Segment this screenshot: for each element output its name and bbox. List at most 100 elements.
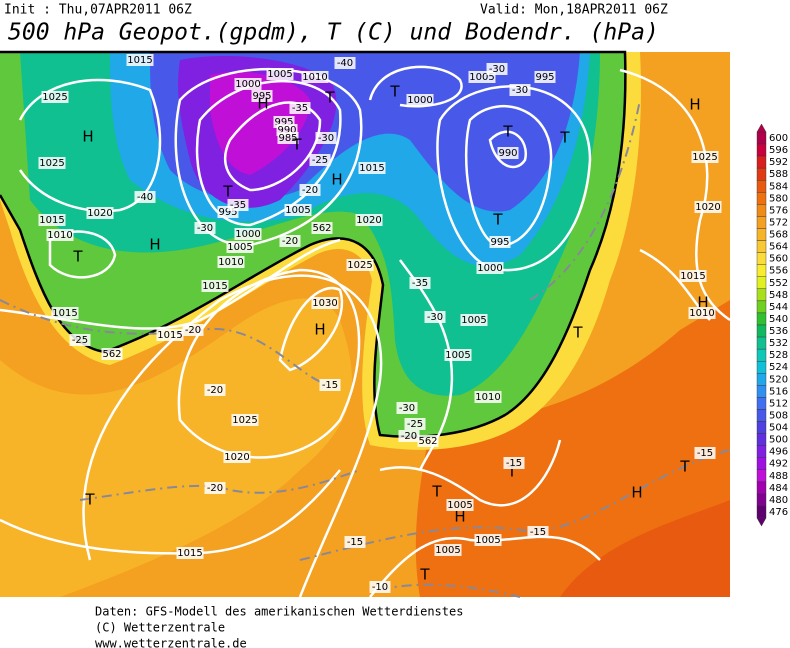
colorbar-swatch [756,216,767,229]
pressure-center: T [84,491,95,509]
label-box [309,154,331,166]
pressure-center: T [389,83,400,101]
colorbar-swatch [756,373,767,386]
pressure-center: T [222,183,233,201]
contour-label: 1000 [477,263,502,274]
contour-label: 1025 [347,260,372,271]
contour-label: 1015 [177,548,202,559]
label-box [277,132,299,144]
label-box [396,402,418,414]
contour-label: 562 [102,349,121,360]
colorbar-swatch [756,385,767,398]
label-box [156,329,184,341]
contour-label: 1000 [235,229,260,240]
label-box [223,451,251,463]
label-box [424,311,446,323]
contour-label: 1000 [235,79,260,90]
label-box [176,547,204,559]
contour-label: 1025 [692,152,717,163]
contour-label: 990 [277,125,296,136]
colorbar-label: 520 [769,374,788,385]
contour-label: -20 [302,185,318,196]
colorbar-swatch [756,397,767,410]
label-box [417,435,439,447]
contour-label: 1005 [227,242,252,253]
colorbar-label: 588 [769,169,788,180]
pressure-center: T [679,458,690,476]
contour-label: -35 [412,278,428,289]
pressure-center: H [454,508,465,526]
colorbar-swatch [756,288,767,302]
colorbar-swatch [756,493,767,507]
isobar [177,268,361,459]
colorbar-swatch [756,324,767,338]
contour-label: -30 [318,133,334,144]
contour-label: -10 [372,582,388,593]
label-box [688,307,716,319]
warm-area [0,298,352,597]
label-box [476,262,504,274]
label-box [38,157,66,169]
colorbar-label: 556 [769,266,788,277]
contour-label: 1005 [447,500,472,511]
colorbar-label: 572 [769,217,788,228]
contour-label: -25 [312,155,328,166]
contour-label: -35 [230,200,246,211]
colorbar-label: 484 [769,483,788,494]
label-box [446,499,474,511]
colorbar-label: 524 [769,362,788,373]
footer-text: (C) Wetterzentrale [95,621,225,635]
contour-label: 985 [278,133,297,144]
contour-label: 1020 [695,202,720,213]
colorbar-label: 516 [769,386,788,397]
contour-label: 1025 [42,92,67,103]
label-box [101,348,123,360]
colorbar-swatch [756,409,767,422]
pressure-center: T [492,211,503,229]
colorbar-swatch [756,276,767,290]
pressure-center: H [82,128,93,146]
colorbar-swatch [756,505,767,519]
contour-label: 1020 [87,208,112,219]
colorbar-label: 504 [769,423,788,434]
label-box [41,91,69,103]
colorbar-label: 576 [769,205,788,216]
label-box [474,534,502,546]
colorbar-swatch [756,143,767,157]
pressure-center: T [431,483,442,501]
contour-label: -35 [292,103,308,114]
contour-label: -15 [347,537,363,548]
label-box [398,430,420,442]
colorbar-label: 584 [769,181,788,192]
label-box [126,54,154,66]
contour-label: -30 [489,64,505,75]
contour-label: 1025 [39,158,64,169]
colorbar-swatch [756,421,767,434]
isobar [369,535,601,598]
pressure-center: H [697,294,708,312]
label-box [355,214,383,226]
colorbar-swatch [756,348,767,362]
colorbar-swatch [756,457,767,470]
label-box [204,482,226,494]
pressure-center: T [72,248,83,266]
pressure-center: T [559,129,570,147]
colorbar-swatch [756,180,767,193]
label-box [404,418,426,430]
contour-label: -40 [137,192,153,203]
contour-label: 1000 [407,95,432,106]
label-box [134,191,156,203]
isobar [82,274,383,598]
colorbar-swatch [756,469,767,483]
label-box [406,94,434,106]
colorbar-swatch [756,445,767,458]
label-box [299,184,321,196]
isobars [0,65,731,598]
contour-label: 1010 [47,230,72,241]
label-box [691,151,719,163]
label-box [284,204,312,216]
contour-label: -25 [72,335,88,346]
contour-label: 1015 [202,281,227,292]
contour-label: -20 [207,385,223,396]
